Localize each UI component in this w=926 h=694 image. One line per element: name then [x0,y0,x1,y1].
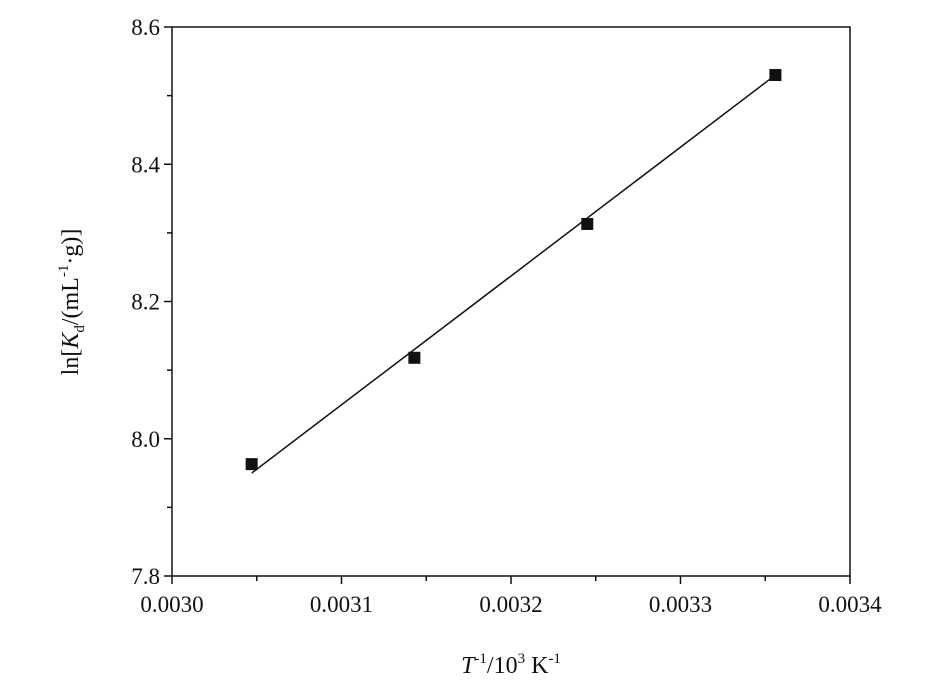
x-tick-label: 0.0034 [818,592,882,617]
x-tick-label: 0.0031 [310,592,373,617]
y-tick-label: 7.8 [131,564,160,589]
y-tick-label: 8.6 [131,15,160,40]
data-point [245,458,258,471]
plot-frame [171,26,851,577]
data-points [245,69,782,471]
x-tick-label: 0.0032 [479,592,542,617]
fit-line [251,74,776,474]
data-point [581,217,594,230]
x-tick-label: 0.0033 [649,592,712,617]
data-point [408,351,421,364]
y-axis-title: ln[Kd/(mL-1·g)] [56,229,88,376]
y-tick-label: 8.2 [131,290,160,315]
fit-line-group [251,74,776,474]
x-axis-title: T-1/103 K-1 [461,651,561,679]
tick-labels: 0.0030 0.0031 0.0032 0.0033 0.0034 7.8 8.0 8.2 8… [131,15,882,617]
data-point [769,69,782,82]
y-tick-label: 8.4 [131,152,160,177]
y-tick-label: 8.0 [131,427,160,452]
axis-ticks [164,26,851,584]
x-tick-label: 0.0030 [140,592,203,617]
